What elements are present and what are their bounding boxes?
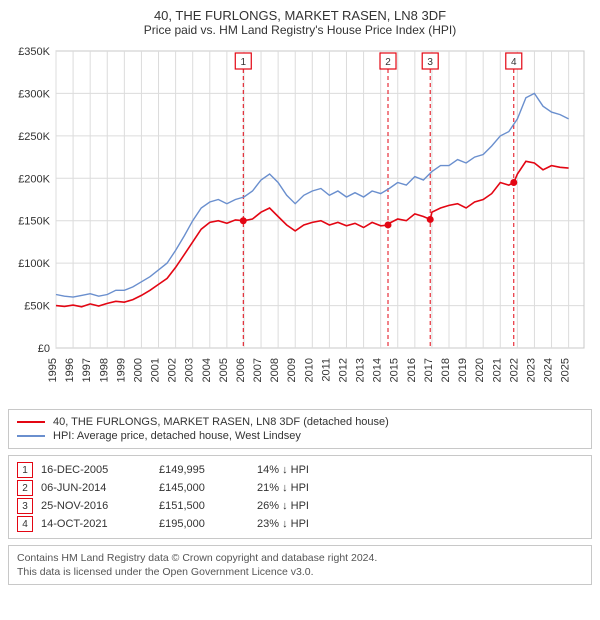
- footer-line2: This data is licensed under the Open Gov…: [17, 565, 583, 579]
- sale-marker: 1: [17, 462, 33, 478]
- sale-delta: 26% ↓ HPI: [257, 500, 357, 512]
- svg-text:£200K: £200K: [18, 173, 50, 185]
- sale-price: £195,000: [159, 518, 249, 530]
- svg-text:3: 3: [427, 57, 433, 68]
- svg-text:2002: 2002: [167, 358, 179, 382]
- svg-text:2016: 2016: [406, 358, 418, 382]
- legend-box: 40, THE FURLONGS, MARKET RASEN, LN8 3DF …: [8, 409, 592, 449]
- title-line1: 40, THE FURLONGS, MARKET RASEN, LN8 3DF: [8, 8, 592, 23]
- svg-text:2008: 2008: [269, 358, 281, 382]
- svg-text:2014: 2014: [372, 358, 384, 382]
- sale-marker: 3: [17, 498, 33, 514]
- svg-text:2006: 2006: [235, 358, 247, 382]
- svg-text:£100K: £100K: [18, 258, 50, 270]
- svg-text:2021: 2021: [491, 358, 503, 382]
- sales-row: 4 14-OCT-2021 £195,000 23% ↓ HPI: [17, 515, 583, 533]
- svg-text:1: 1: [240, 57, 246, 68]
- svg-text:2011: 2011: [320, 358, 332, 382]
- sale-price: £151,500: [159, 500, 249, 512]
- svg-text:2004: 2004: [201, 358, 213, 382]
- svg-text:2019: 2019: [457, 358, 469, 382]
- svg-text:2018: 2018: [440, 358, 452, 382]
- svg-text:2020: 2020: [474, 358, 486, 382]
- svg-text:2001: 2001: [150, 358, 162, 382]
- sale-date: 06-JUN-2014: [41, 482, 151, 494]
- svg-text:2007: 2007: [252, 358, 264, 382]
- sales-row: 3 25-NOV-2016 £151,500 26% ↓ HPI: [17, 497, 583, 515]
- legend-swatch-hpi: [17, 435, 45, 437]
- sale-date: 25-NOV-2016: [41, 500, 151, 512]
- sales-row: 1 16-DEC-2005 £149,995 14% ↓ HPI: [17, 461, 583, 479]
- svg-text:2000: 2000: [132, 358, 144, 382]
- svg-text:4: 4: [511, 57, 517, 68]
- legend-label-hpi: HPI: Average price, detached house, West…: [53, 430, 301, 442]
- sale-delta: 14% ↓ HPI: [257, 464, 357, 476]
- svg-text:2005: 2005: [218, 358, 230, 382]
- svg-text:£350K: £350K: [18, 46, 50, 58]
- svg-text:2023: 2023: [525, 358, 537, 382]
- svg-text:2010: 2010: [303, 358, 315, 382]
- svg-text:2: 2: [385, 57, 391, 68]
- svg-text:2017: 2017: [423, 358, 435, 382]
- title-line2: Price paid vs. HM Land Registry's House …: [8, 23, 592, 37]
- sales-row: 2 06-JUN-2014 £145,000 21% ↓ HPI: [17, 479, 583, 497]
- chart-svg: £0 £50K £100K £150K £200K £250K £300K £350K 1995…: [8, 43, 592, 403]
- svg-text:1998: 1998: [98, 358, 110, 382]
- legend-swatch-property: [17, 421, 45, 423]
- sale-date: 14-OCT-2021: [41, 518, 151, 530]
- sale-price: £145,000: [159, 482, 249, 494]
- sale-date: 16-DEC-2005: [41, 464, 151, 476]
- legend-label-property: 40, THE FURLONGS, MARKET RASEN, LN8 3DF …: [53, 416, 389, 428]
- footer-box: Contains HM Land Registry data © Crown c…: [8, 545, 592, 585]
- chart-title: 40, THE FURLONGS, MARKET RASEN, LN8 3DF …: [8, 8, 592, 37]
- legend-row-property: 40, THE FURLONGS, MARKET RASEN, LN8 3DF …: [17, 415, 583, 429]
- svg-text:2013: 2013: [355, 358, 367, 382]
- footer-line1: Contains HM Land Registry data © Crown c…: [17, 551, 583, 565]
- sale-delta: 21% ↓ HPI: [257, 482, 357, 494]
- legend-row-hpi: HPI: Average price, detached house, West…: [17, 429, 583, 443]
- svg-text:2012: 2012: [337, 358, 349, 382]
- sale-marker: 2: [17, 480, 33, 496]
- svg-text:2015: 2015: [389, 358, 401, 382]
- svg-text:2022: 2022: [508, 358, 520, 382]
- sale-marker: 4: [17, 516, 33, 532]
- svg-text:£0: £0: [38, 343, 50, 355]
- svg-text:1999: 1999: [115, 358, 127, 382]
- sale-delta: 23% ↓ HPI: [257, 518, 357, 530]
- svg-text:1996: 1996: [64, 358, 76, 382]
- svg-text:£50K: £50K: [24, 301, 50, 313]
- chart-area: £0 £50K £100K £150K £200K £250K £300K £350K 1995…: [8, 43, 592, 403]
- sales-table: 1 16-DEC-2005 £149,995 14% ↓ HPI 2 06-JUN-201…: [8, 455, 592, 539]
- svg-text:2025: 2025: [560, 358, 572, 382]
- svg-text:1995: 1995: [47, 358, 59, 382]
- svg-text:2024: 2024: [543, 358, 555, 382]
- sale-price: £149,995: [159, 464, 249, 476]
- svg-text:£300K: £300K: [18, 88, 50, 100]
- svg-text:£150K: £150K: [18, 216, 50, 228]
- svg-text:£250K: £250K: [18, 131, 50, 143]
- svg-text:2009: 2009: [286, 358, 298, 382]
- svg-text:2003: 2003: [184, 358, 196, 382]
- svg-text:1997: 1997: [81, 358, 93, 382]
